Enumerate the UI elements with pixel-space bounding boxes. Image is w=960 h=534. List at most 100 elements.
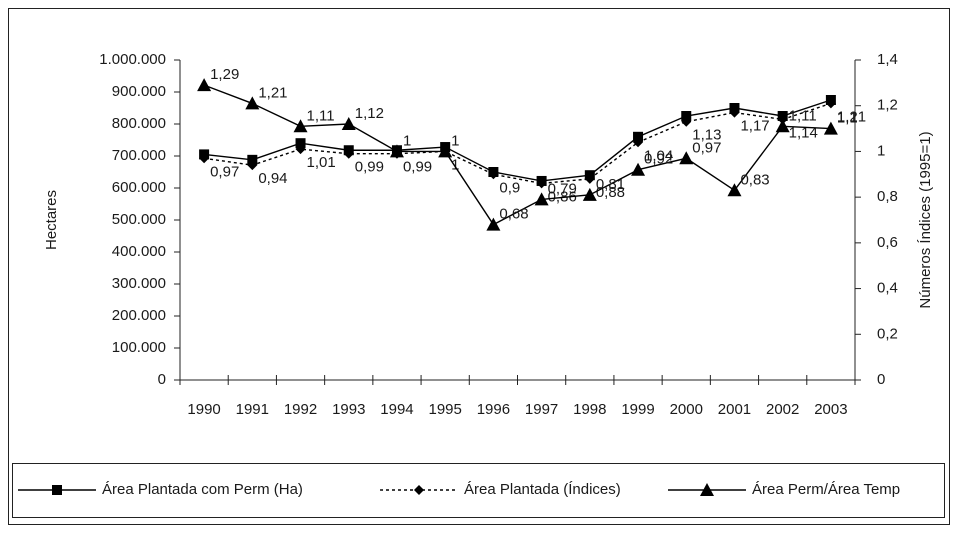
- point: [633, 131, 644, 142]
- y2-tick-label: 0,8: [877, 188, 898, 205]
- x-tick-label: 2000: [670, 401, 703, 418]
- point: [389, 144, 404, 158]
- point: [295, 138, 306, 149]
- x-tick-label: 1998: [573, 401, 606, 418]
- point: [197, 78, 212, 92]
- point: [679, 151, 694, 165]
- legend-label: Área Perm/Área Temp: [752, 481, 900, 498]
- point: [247, 160, 258, 171]
- x-tick-label: 1990: [187, 401, 220, 418]
- data-label: 1,12: [355, 105, 384, 122]
- y-tick-label: 0: [158, 371, 166, 388]
- legend-marker: [414, 485, 424, 495]
- point: [199, 153, 210, 164]
- y-axis-title: Hectares: [43, 190, 60, 250]
- data-label: 0,97: [210, 163, 239, 180]
- data-label: 1,21: [258, 84, 287, 101]
- data-label: 0,92: [644, 151, 673, 168]
- point: [293, 119, 308, 133]
- y-tick-label: 200.000: [112, 307, 166, 324]
- point: [536, 178, 547, 189]
- point: [584, 173, 595, 184]
- data-label: 0,83: [740, 171, 769, 188]
- y-tick-label: 700.000: [112, 147, 166, 164]
- x-tick-label: 1991: [236, 401, 269, 418]
- y-tick-label: 500.000: [112, 211, 166, 228]
- y2-axis-title: Números Índices (1995=1): [917, 131, 934, 308]
- x-tick-label: 1994: [380, 401, 413, 418]
- data-label: 1,1: [837, 110, 858, 127]
- y2-tick-label: 1,2: [877, 97, 898, 114]
- data-label: 0,99: [355, 159, 384, 176]
- data-label: 1,21: [837, 108, 866, 125]
- x-tick-label: 1999: [621, 401, 654, 418]
- point: [582, 187, 597, 201]
- legend-marker: [52, 485, 62, 495]
- y2-tick-label: 0,6: [877, 234, 898, 251]
- data-label: 1,01: [307, 154, 336, 171]
- x-tick-label: 1993: [332, 401, 365, 418]
- y-tick-label: 1.000.000: [99, 51, 166, 68]
- data-label: 0,79: [548, 180, 577, 197]
- data-label: 1,04: [644, 147, 673, 164]
- y2-tick-label: 0,2: [877, 325, 898, 342]
- point: [486, 217, 501, 231]
- data-label: 1,29: [210, 66, 239, 83]
- chart-border: [8, 8, 950, 525]
- x-tick-label: 2002: [766, 401, 799, 418]
- y-tick-label: 400.000: [112, 243, 166, 260]
- y2-tick-label: 0: [877, 371, 885, 388]
- y-tick-label: 300.000: [112, 275, 166, 292]
- point: [245, 96, 260, 110]
- point: [488, 169, 499, 180]
- x-tick-label: 1995: [428, 401, 461, 418]
- point: [534, 192, 549, 206]
- point: [729, 107, 740, 118]
- point: [633, 137, 644, 148]
- data-label: 1: [403, 132, 411, 149]
- point: [343, 148, 354, 159]
- data-label: 0,68: [499, 206, 528, 223]
- point: [823, 121, 838, 135]
- x-tick-label: 1992: [284, 401, 317, 418]
- point: [681, 116, 692, 127]
- x-tick-label: 2001: [718, 401, 751, 418]
- y-tick-label: 100.000: [112, 339, 166, 356]
- point: [825, 98, 836, 109]
- y-tick-label: 800.000: [112, 115, 166, 132]
- x-tick-label: 1997: [525, 401, 558, 418]
- data-label: 1,11: [789, 107, 817, 124]
- y2-tick-label: 0,4: [877, 280, 898, 297]
- series-line: [203, 84, 831, 226]
- data-label: 1,13: [692, 127, 721, 144]
- point: [631, 162, 646, 176]
- y2-tick-label: 1,4: [877, 51, 898, 68]
- data-label: 0,97: [692, 139, 721, 156]
- data-label: 1: [451, 156, 459, 173]
- data-label: 0,94: [258, 170, 287, 187]
- data-label: 0,99: [403, 159, 432, 176]
- y2-tick-label: 1: [877, 142, 885, 159]
- point: [341, 117, 356, 130]
- data-label: 0,81: [596, 176, 625, 193]
- data-label: 1: [451, 132, 459, 149]
- point: [295, 144, 306, 155]
- x-tick-label: 2003: [814, 401, 847, 418]
- legend-box: [12, 463, 945, 518]
- point: [438, 144, 453, 158]
- point: [775, 119, 790, 133]
- point: [681, 111, 692, 121]
- y-tick-label: 600.000: [112, 179, 166, 196]
- series-line: [204, 99, 832, 182]
- legend-label: Área Plantada com Perm (Ha): [102, 481, 303, 498]
- legend-label: Área Plantada (Índices): [464, 481, 621, 498]
- y-tick-label: 900.000: [112, 83, 166, 100]
- legend-marker: [700, 483, 714, 496]
- point: [247, 154, 258, 165]
- data-label: 1,14: [789, 124, 818, 141]
- data-label: 1,17: [740, 118, 769, 135]
- x-tick-label: 1996: [477, 401, 510, 418]
- data-label: 0,9: [499, 179, 520, 196]
- point: [727, 183, 742, 197]
